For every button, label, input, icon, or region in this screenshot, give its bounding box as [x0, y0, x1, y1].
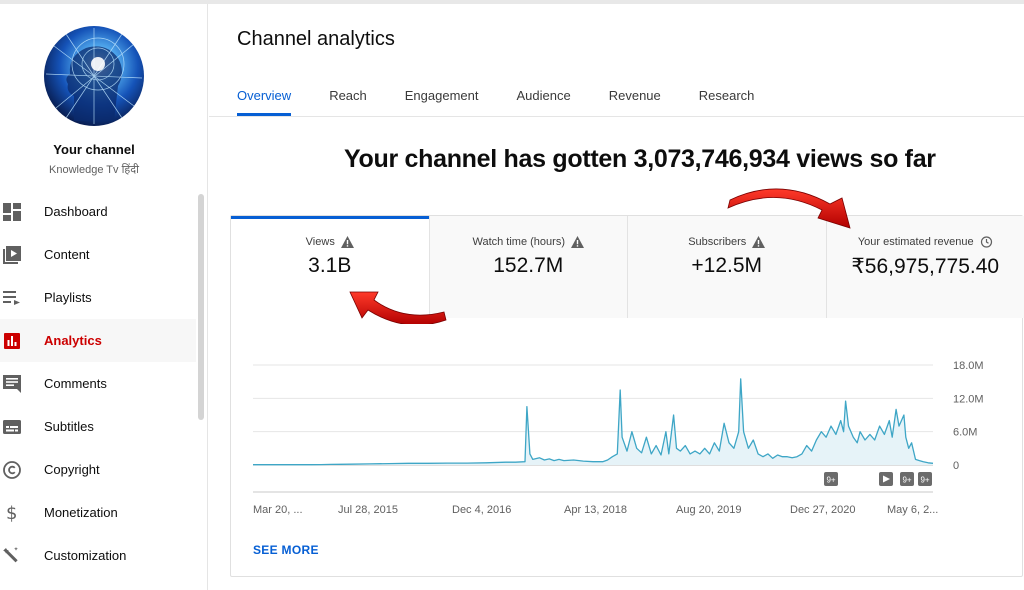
warning-icon[interactable] — [340, 236, 354, 248]
x-tick-label: Aug 20, 2019 — [676, 504, 741, 516]
overview-card: Views 3.1B Watch time (hours) 152.7M Sub… — [230, 215, 1024, 577]
customization-icon — [2, 546, 22, 566]
content-icon — [2, 245, 22, 265]
video-count-marker — [824, 472, 838, 486]
sidebar-item-label: Playlists — [44, 290, 92, 305]
sidebar-item-label: Copyright — [44, 462, 100, 477]
sidebar-nav: Dashboard Content Playlists Analytics Co… — [0, 190, 196, 577]
sidebar-scrollbar[interactable] — [198, 194, 204, 420]
metric-label: Subscribers — [688, 236, 747, 248]
sidebar-item-playlists[interactable]: Playlists — [0, 276, 196, 319]
metric-value: 3.1B — [308, 254, 352, 277]
metric-tabs: Views 3.1B Watch time (hours) 152.7M Sub… — [231, 216, 1024, 318]
analytics-tabs: Overview Reach Engagement Audience Reven… — [237, 80, 792, 116]
tab-reach[interactable]: Reach — [329, 88, 367, 103]
warning-icon[interactable] — [752, 236, 766, 248]
play-icon — [883, 475, 890, 483]
y-tick-label: 0 — [953, 460, 959, 472]
comments-icon — [2, 374, 22, 394]
top-border — [0, 0, 1024, 4]
x-tick-label: Dec 27, 2020 — [790, 504, 855, 516]
svg-text:$: $ — [6, 503, 17, 523]
series-area — [253, 378, 933, 465]
sidebar-item-label: Monetization — [44, 505, 118, 520]
y-tick-label: 6.0M — [953, 427, 977, 439]
subtitles-icon — [2, 417, 22, 437]
channel-name: Knowledge Tv हिंदी — [49, 164, 139, 176]
metric-label-row: Views — [231, 236, 429, 248]
sidebar-item-label: Analytics — [44, 333, 102, 348]
clock-icon[interactable] — [980, 236, 993, 248]
y-tick-label: 18.0M — [953, 360, 984, 372]
video-count-marker — [918, 472, 932, 486]
metric-label-row: Watch time (hours) — [430, 236, 628, 248]
page-title: Channel analytics — [237, 28, 395, 50]
metric-revenue[interactable]: Your estimated revenue ₹56,975,775.40 — [826, 216, 1024, 318]
views-line-chart[interactable]: 18.0M 12.0M 6.0M 0 9+ 9+ 9+ Mar 20, ... Jul 28, … — [231, 318, 1024, 528]
sidebar-item-label: Content — [44, 247, 90, 262]
x-tick-label: Mar 20, ... — [253, 504, 303, 516]
marker-label: 9+ — [920, 476, 929, 485]
metric-value: 152.7M — [493, 254, 564, 277]
tabs-divider — [209, 116, 1024, 117]
sidebar-item-label: Comments — [44, 376, 107, 391]
tab-overview[interactable]: Overview — [237, 80, 292, 116]
dashboard-icon — [2, 202, 22, 222]
metric-views[interactable]: Views 3.1B — [231, 216, 430, 318]
tab-engagement[interactable]: Engagement — [404, 88, 479, 103]
warning-icon[interactable] — [571, 236, 584, 248]
tab-audience[interactable]: Audience — [516, 88, 571, 103]
playlists-icon — [2, 288, 22, 308]
sidebar-item-analytics[interactable]: Analytics — [0, 319, 196, 362]
x-tick-label: Apr 13, 2018 — [564, 504, 627, 516]
series-line — [253, 378, 934, 466]
sidebar-item-dashboard[interactable]: Dashboard — [0, 190, 196, 233]
avatar-image — [44, 26, 144, 126]
metric-label: Views — [305, 236, 335, 248]
x-tick-label: May 6, 2... — [887, 504, 938, 516]
x-tick-label: Jul 28, 2015 — [338, 504, 398, 516]
marker-label: 9+ — [826, 476, 835, 485]
sidebar-item-label: Customization — [44, 548, 127, 563]
sidebar-item-content[interactable]: Content — [0, 233, 196, 276]
sidebar-item-copyright[interactable]: Copyright — [0, 448, 196, 491]
sidebar: Your channel Knowledge Tv हिंदी Dashboar… — [0, 4, 208, 590]
sidebar-item-label: Dashboard — [44, 204, 108, 219]
channel-title: Your channel — [53, 142, 135, 157]
metric-label: Watch time (hours) — [472, 236, 565, 248]
metric-subscribers[interactable]: Subscribers +12.5M — [628, 216, 827, 318]
views-headline: Your channel has gotten 3,073,746,934 vi… — [344, 145, 936, 173]
sidebar-item-customization[interactable]: Customization — [0, 534, 196, 577]
metric-label-row: Subscribers — [628, 236, 826, 248]
x-tick-label: Dec 4, 2016 — [452, 504, 511, 516]
sidebar-item-label: Subtitles — [44, 419, 94, 434]
channel-avatar[interactable] — [44, 26, 144, 126]
metric-label-row: Your estimated revenue — [827, 236, 1024, 248]
sidebar-item-subtitles[interactable]: Subtitles — [0, 405, 196, 448]
video-count-marker — [900, 472, 914, 486]
monetization-icon: $ — [2, 503, 22, 523]
analytics-icon — [2, 331, 22, 351]
see-more-link[interactable]: SEE MORE — [253, 543, 319, 557]
copyright-icon — [2, 460, 22, 480]
sidebar-item-comments[interactable]: Comments — [0, 362, 196, 405]
sidebar-item-monetization[interactable]: $ Monetization — [0, 491, 196, 534]
metric-value: ₹56,975,775.40 — [851, 255, 1000, 278]
tab-revenue[interactable]: Revenue — [608, 88, 661, 103]
y-tick-label: 12.0M — [953, 393, 984, 405]
metric-label: Your estimated revenue — [857, 236, 974, 248]
metric-value: +12.5M — [691, 254, 763, 277]
tab-research[interactable]: Research — [698, 88, 755, 103]
marker-label: 9+ — [902, 476, 911, 485]
metric-watch-time[interactable]: Watch time (hours) 152.7M — [429, 216, 628, 318]
